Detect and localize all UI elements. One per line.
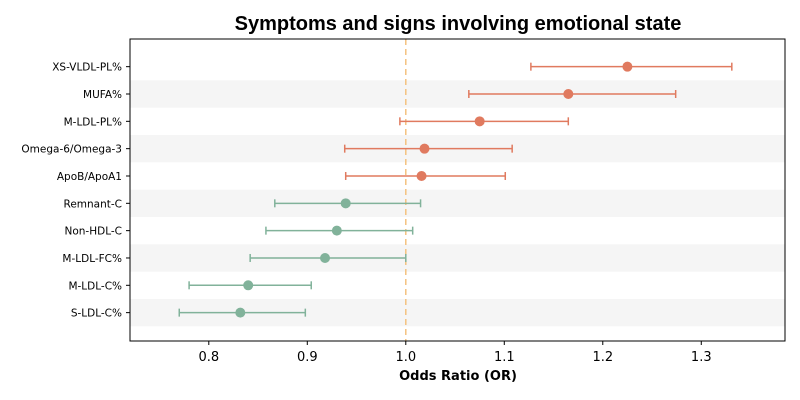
y-tick-label: Omega-6/Omega-3 bbox=[21, 144, 122, 156]
error-bar-group bbox=[530, 61, 733, 72]
y-tick-label: M-LDL-C% bbox=[68, 280, 122, 292]
or-point bbox=[622, 61, 633, 72]
x-tick-label: 1.2 bbox=[592, 350, 613, 365]
error-bar-group bbox=[188, 280, 312, 291]
x-tick-label: 1.3 bbox=[691, 350, 712, 365]
x-tick-label: 1.1 bbox=[494, 350, 515, 365]
x-tick-label: 1.0 bbox=[395, 350, 416, 365]
error-bar-group bbox=[265, 225, 414, 236]
error-bar-group bbox=[249, 252, 407, 263]
x-axis-ticks: 0.8 0.9 1.0 1.1 1.2 1.3 bbox=[198, 341, 712, 365]
or-point bbox=[320, 252, 331, 263]
x-tick-label: 0.9 bbox=[297, 350, 318, 365]
row-stripes bbox=[130, 80, 785, 327]
error-bar-group bbox=[468, 88, 677, 99]
row-stripe bbox=[130, 80, 785, 108]
y-tick-label: S-LDL-C% bbox=[71, 308, 122, 320]
y-tick-label: M-LDL-PL% bbox=[64, 116, 122, 128]
or-point bbox=[419, 143, 430, 154]
y-tick-label: ApoB/ApoA1 bbox=[57, 171, 122, 183]
or-point bbox=[563, 88, 574, 99]
x-axis-label: Odds Ratio (OR) bbox=[399, 369, 517, 384]
error-bar-group bbox=[274, 198, 422, 209]
or-point bbox=[474, 116, 485, 127]
or-point bbox=[340, 198, 351, 209]
error-bars bbox=[178, 61, 733, 318]
y-tick-label: MUFA% bbox=[83, 89, 122, 101]
or-point bbox=[243, 280, 254, 291]
y-tick-label: XS-VLDL-PL% bbox=[52, 62, 122, 74]
chart-title: Symptoms and signs involving emotional s… bbox=[235, 13, 682, 35]
row-stripe bbox=[130, 189, 785, 217]
y-tick-label: Remnant-C bbox=[64, 198, 123, 210]
x-tick-label: 0.8 bbox=[198, 350, 219, 365]
error-bar-group bbox=[399, 116, 570, 127]
or-point bbox=[416, 170, 427, 181]
row-stripe bbox=[130, 244, 785, 272]
or-point bbox=[235, 307, 246, 318]
y-tick-label: M-LDL-FC% bbox=[62, 253, 122, 265]
y-tick-label: Non-HDL-C bbox=[65, 226, 123, 238]
or-point bbox=[331, 225, 342, 236]
error-bar-group bbox=[178, 307, 307, 318]
error-bar-group bbox=[344, 170, 507, 181]
y-axis-ticks: XS-VLDL-PL% MUFA% M-LDL-PL% Omega-6/Omega-3… bbox=[21, 62, 130, 320]
error-bar-group bbox=[343, 143, 513, 154]
plot-frame bbox=[129, 38, 786, 342]
